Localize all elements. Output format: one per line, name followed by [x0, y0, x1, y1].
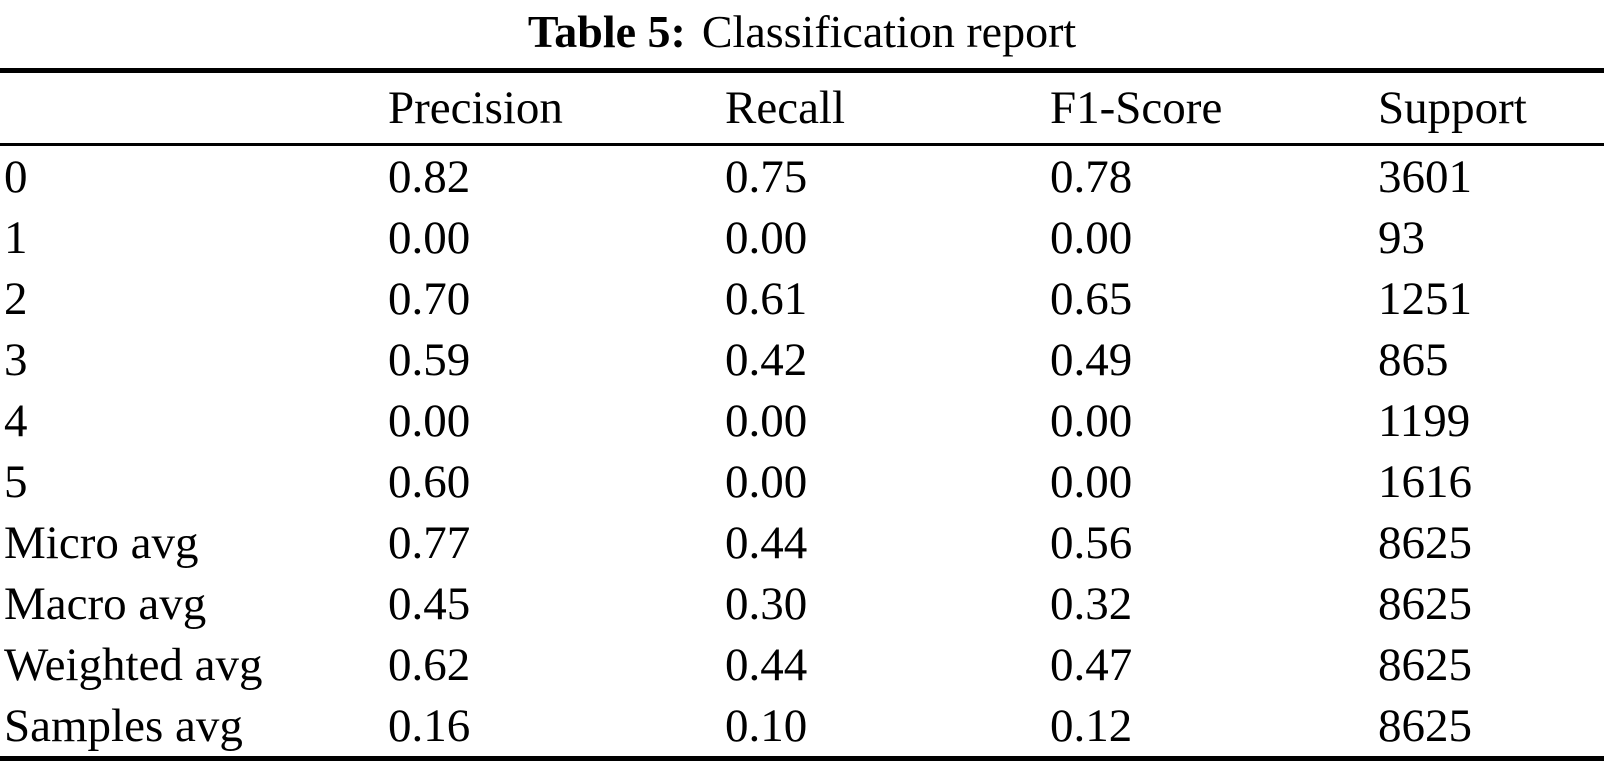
cell-precision: 0.77	[388, 516, 471, 569]
cell-support: 8625	[1378, 577, 1472, 630]
cell-recall: 0.44	[725, 516, 808, 569]
table-caption: Table 5: Classification report	[0, 0, 1604, 68]
cell-precision: 0.59	[388, 333, 471, 386]
cell-support: 1199	[1378, 394, 1471, 447]
cell-f1-score: 0.00	[1050, 394, 1133, 447]
cell-f1-score: 0.47	[1050, 638, 1133, 691]
cell-support: 8625	[1378, 699, 1472, 752]
cell-recall: 0.30	[725, 577, 808, 630]
cell-recall: 0.10	[725, 699, 808, 752]
row-label: 1	[4, 211, 28, 264]
row-label: 2	[4, 272, 28, 325]
cell-f1-score: 0.00	[1050, 211, 1133, 264]
cell-f1-score: 0.00	[1050, 455, 1133, 508]
cell-recall: 0.42	[725, 333, 808, 386]
cell-f1-score: 0.32	[1050, 577, 1133, 630]
cell-recall: 0.00	[725, 394, 808, 447]
row-label: 3	[4, 333, 28, 386]
cell-support: 3601	[1378, 150, 1472, 203]
table-row: 0 0.82 0.75 0.78 3601	[0, 145, 1604, 208]
cell-precision: 0.45	[388, 577, 471, 630]
table-body: 0 0.82 0.75 0.78 3601 1 0.00 0.00 0.00 9…	[0, 145, 1604, 759]
table-row: 1 0.00 0.00 0.00 93	[0, 207, 1604, 268]
cell-precision: 0.70	[388, 272, 471, 325]
cell-support: 1616	[1378, 455, 1472, 508]
cell-support: 1251	[1378, 272, 1472, 325]
cell-precision: 0.00	[388, 211, 471, 264]
cell-precision: 0.62	[388, 638, 471, 691]
row-label: Weighted avg	[4, 638, 263, 691]
cell-precision: 0.60	[388, 455, 471, 508]
cell-support: 93	[1378, 211, 1425, 264]
cell-f1-score: 0.12	[1050, 699, 1133, 752]
table-caption-text: Classification report	[701, 6, 1077, 57]
cell-recall: 0.00	[725, 211, 808, 264]
row-label: Samples avg	[4, 699, 243, 752]
header-recall: Recall	[725, 70, 1050, 146]
header-row: Precision Recall F1-Score Support	[0, 70, 1604, 146]
cell-f1-score: 0.65	[1050, 272, 1133, 325]
header-support: Support	[1378, 70, 1604, 146]
row-label: 5	[4, 455, 28, 508]
header-f1-score: F1-Score	[1050, 70, 1378, 146]
table-row: Micro avg 0.77 0.44 0.56 8625	[0, 512, 1604, 573]
table-row: Macro avg 0.45 0.30 0.32 8625	[0, 573, 1604, 634]
cell-f1-score: 0.78	[1050, 150, 1133, 203]
classification-report-table: Precision Recall F1-Score Support 0 0.82…	[0, 68, 1604, 761]
cell-f1-score: 0.49	[1050, 333, 1133, 386]
table-row: 5 0.60 0.00 0.00 1616	[0, 451, 1604, 512]
header-blank	[0, 70, 388, 146]
cell-recall: 0.61	[725, 272, 808, 325]
cell-recall: 0.44	[725, 638, 808, 691]
cell-precision: 0.16	[388, 699, 471, 752]
table-caption-label: Table 5:	[527, 6, 686, 57]
row-label: 4	[4, 394, 28, 447]
row-label: 0	[4, 150, 28, 203]
cell-precision: 0.00	[388, 394, 471, 447]
table-row: Weighted avg 0.62 0.44 0.47 8625	[0, 634, 1604, 695]
cell-support: 8625	[1378, 516, 1472, 569]
cell-recall: 0.00	[725, 455, 808, 508]
cell-f1-score: 0.56	[1050, 516, 1133, 569]
cell-support: 8625	[1378, 638, 1472, 691]
cell-support: 865	[1378, 333, 1449, 386]
table-row: 2 0.70 0.61 0.65 1251	[0, 268, 1604, 329]
row-label: Macro avg	[4, 577, 207, 630]
table-row: 3 0.59 0.42 0.49 865	[0, 329, 1604, 390]
table-header: Precision Recall F1-Score Support	[0, 70, 1604, 146]
table-row: Samples avg 0.16 0.10 0.12 8625	[0, 695, 1604, 759]
row-label: Micro avg	[4, 516, 199, 569]
cell-recall: 0.75	[725, 150, 808, 203]
table-row: 4 0.00 0.00 0.00 1199	[0, 390, 1604, 451]
cell-precision: 0.82	[388, 150, 471, 203]
header-precision: Precision	[388, 70, 725, 146]
